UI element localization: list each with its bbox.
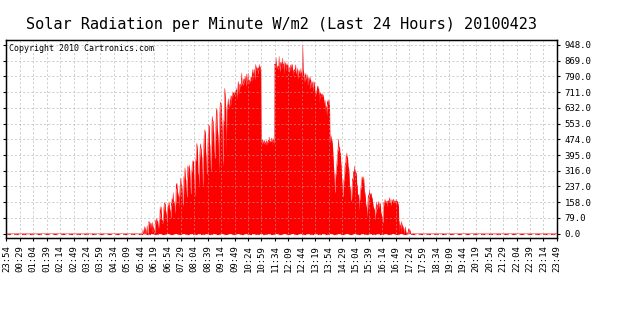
Text: Copyright 2010 Cartronics.com: Copyright 2010 Cartronics.com <box>9 44 154 52</box>
Text: Solar Radiation per Minute W/m2 (Last 24 Hours) 20100423: Solar Radiation per Minute W/m2 (Last 24… <box>26 16 537 31</box>
